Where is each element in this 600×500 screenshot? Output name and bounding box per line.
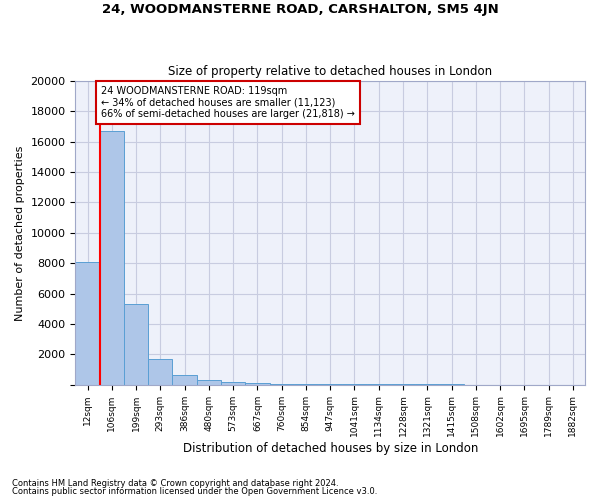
Text: Contains public sector information licensed under the Open Government Licence v3: Contains public sector information licen… xyxy=(12,487,377,496)
Bar xyxy=(197,380,221,384)
Y-axis label: Number of detached properties: Number of detached properties xyxy=(15,145,25,320)
Bar xyxy=(172,374,197,384)
Title: Size of property relative to detached houses in London: Size of property relative to detached ho… xyxy=(168,66,492,78)
Text: 24, WOODMANSTERNE ROAD, CARSHALTON, SM5 4JN: 24, WOODMANSTERNE ROAD, CARSHALTON, SM5 … xyxy=(101,2,499,16)
Bar xyxy=(245,383,269,384)
Text: Contains HM Land Registry data © Crown copyright and database right 2024.: Contains HM Land Registry data © Crown c… xyxy=(12,478,338,488)
Bar xyxy=(124,304,148,384)
Text: 24 WOODMANSTERNE ROAD: 119sqm
← 34% of detached houses are smaller (11,123)
66% : 24 WOODMANSTERNE ROAD: 119sqm ← 34% of d… xyxy=(101,86,355,119)
Bar xyxy=(100,131,124,384)
Bar xyxy=(76,262,100,384)
Bar xyxy=(221,382,245,384)
X-axis label: Distribution of detached houses by size in London: Distribution of detached houses by size … xyxy=(182,442,478,455)
Bar xyxy=(148,359,172,384)
